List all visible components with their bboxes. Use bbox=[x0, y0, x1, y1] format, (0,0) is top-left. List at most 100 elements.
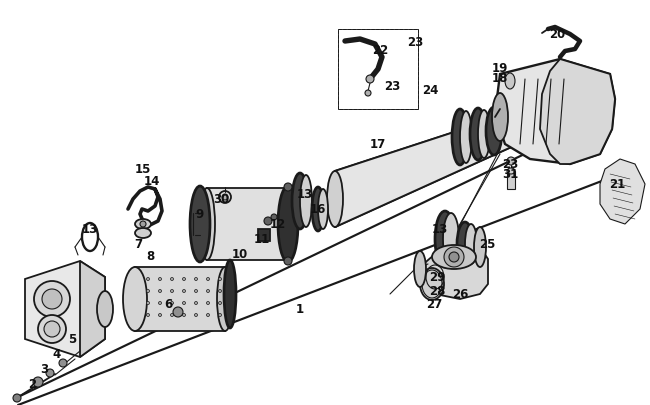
Bar bbox=[207, 189, 287, 260]
Ellipse shape bbox=[312, 188, 324, 231]
Text: 29: 29 bbox=[429, 271, 445, 284]
Ellipse shape bbox=[190, 187, 210, 262]
Circle shape bbox=[284, 183, 292, 192]
Ellipse shape bbox=[135, 220, 151, 230]
Polygon shape bbox=[80, 261, 105, 357]
Circle shape bbox=[218, 278, 222, 281]
Ellipse shape bbox=[420, 269, 444, 300]
Ellipse shape bbox=[292, 174, 308, 230]
Text: 4: 4 bbox=[53, 347, 61, 360]
Circle shape bbox=[183, 278, 185, 281]
Circle shape bbox=[46, 369, 54, 377]
Circle shape bbox=[207, 314, 209, 317]
Circle shape bbox=[42, 289, 62, 309]
Circle shape bbox=[444, 247, 464, 267]
Circle shape bbox=[194, 302, 198, 305]
Text: 30: 30 bbox=[213, 193, 229, 206]
Bar bbox=[258, 230, 270, 241]
Ellipse shape bbox=[199, 189, 215, 260]
Circle shape bbox=[207, 302, 209, 305]
Circle shape bbox=[194, 314, 198, 317]
Circle shape bbox=[159, 314, 161, 317]
Text: 15: 15 bbox=[135, 163, 151, 176]
Text: 27: 27 bbox=[426, 298, 442, 311]
Ellipse shape bbox=[505, 74, 515, 90]
Text: 19: 19 bbox=[492, 61, 508, 74]
Ellipse shape bbox=[123, 267, 147, 331]
Circle shape bbox=[170, 314, 174, 317]
Circle shape bbox=[173, 307, 183, 317]
Circle shape bbox=[222, 194, 228, 200]
Circle shape bbox=[13, 394, 21, 402]
Ellipse shape bbox=[435, 211, 455, 267]
Text: 3: 3 bbox=[40, 362, 48, 375]
Ellipse shape bbox=[279, 189, 295, 260]
Circle shape bbox=[33, 377, 43, 387]
Ellipse shape bbox=[492, 94, 508, 142]
Polygon shape bbox=[600, 160, 645, 224]
Circle shape bbox=[159, 290, 161, 293]
Ellipse shape bbox=[443, 213, 459, 265]
Text: 7: 7 bbox=[134, 238, 142, 251]
Ellipse shape bbox=[465, 224, 477, 264]
Text: 28: 28 bbox=[429, 285, 445, 298]
Text: 23: 23 bbox=[384, 79, 400, 92]
Ellipse shape bbox=[470, 109, 486, 161]
Bar bbox=[135, 267, 225, 331]
Text: 13: 13 bbox=[432, 223, 448, 236]
Text: 23: 23 bbox=[502, 158, 518, 171]
Ellipse shape bbox=[414, 252, 426, 287]
Circle shape bbox=[218, 302, 222, 305]
Ellipse shape bbox=[478, 111, 490, 159]
Ellipse shape bbox=[327, 172, 343, 228]
Circle shape bbox=[219, 192, 231, 203]
Text: 6: 6 bbox=[164, 298, 172, 311]
Circle shape bbox=[44, 321, 60, 337]
Circle shape bbox=[146, 302, 150, 305]
Text: 13: 13 bbox=[297, 188, 313, 201]
Circle shape bbox=[170, 278, 174, 281]
Text: 23: 23 bbox=[407, 35, 423, 48]
Ellipse shape bbox=[224, 260, 236, 328]
Ellipse shape bbox=[217, 267, 233, 331]
Circle shape bbox=[194, 278, 198, 281]
Ellipse shape bbox=[278, 187, 298, 262]
Ellipse shape bbox=[486, 108, 502, 156]
Polygon shape bbox=[420, 244, 488, 299]
Text: 17: 17 bbox=[370, 138, 386, 151]
Bar bbox=[507, 172, 515, 190]
Circle shape bbox=[146, 290, 150, 293]
Circle shape bbox=[366, 76, 374, 84]
Circle shape bbox=[183, 290, 185, 293]
Circle shape bbox=[365, 91, 371, 97]
Circle shape bbox=[34, 281, 70, 317]
Text: 26: 26 bbox=[452, 288, 468, 301]
Text: 11: 11 bbox=[254, 233, 270, 246]
Circle shape bbox=[207, 290, 209, 293]
Text: 13: 13 bbox=[82, 223, 98, 236]
Ellipse shape bbox=[135, 228, 151, 239]
Bar bbox=[338, 30, 418, 110]
Circle shape bbox=[183, 314, 185, 317]
Ellipse shape bbox=[300, 175, 312, 228]
Polygon shape bbox=[25, 261, 105, 357]
Circle shape bbox=[159, 278, 161, 281]
Text: 8: 8 bbox=[146, 249, 154, 262]
Ellipse shape bbox=[452, 110, 468, 166]
Ellipse shape bbox=[532, 90, 548, 149]
Text: 9: 9 bbox=[196, 208, 204, 221]
Text: 1: 1 bbox=[296, 303, 304, 316]
Circle shape bbox=[449, 252, 459, 262]
Circle shape bbox=[507, 158, 515, 166]
Circle shape bbox=[170, 290, 174, 293]
Text: 18: 18 bbox=[492, 71, 508, 84]
Text: 2: 2 bbox=[28, 377, 36, 390]
Circle shape bbox=[146, 314, 150, 317]
Circle shape bbox=[146, 278, 150, 281]
Text: 24: 24 bbox=[422, 83, 438, 96]
Polygon shape bbox=[335, 105, 540, 228]
Text: 25: 25 bbox=[479, 238, 495, 251]
Circle shape bbox=[38, 315, 66, 343]
Circle shape bbox=[264, 217, 272, 226]
Ellipse shape bbox=[460, 112, 472, 164]
